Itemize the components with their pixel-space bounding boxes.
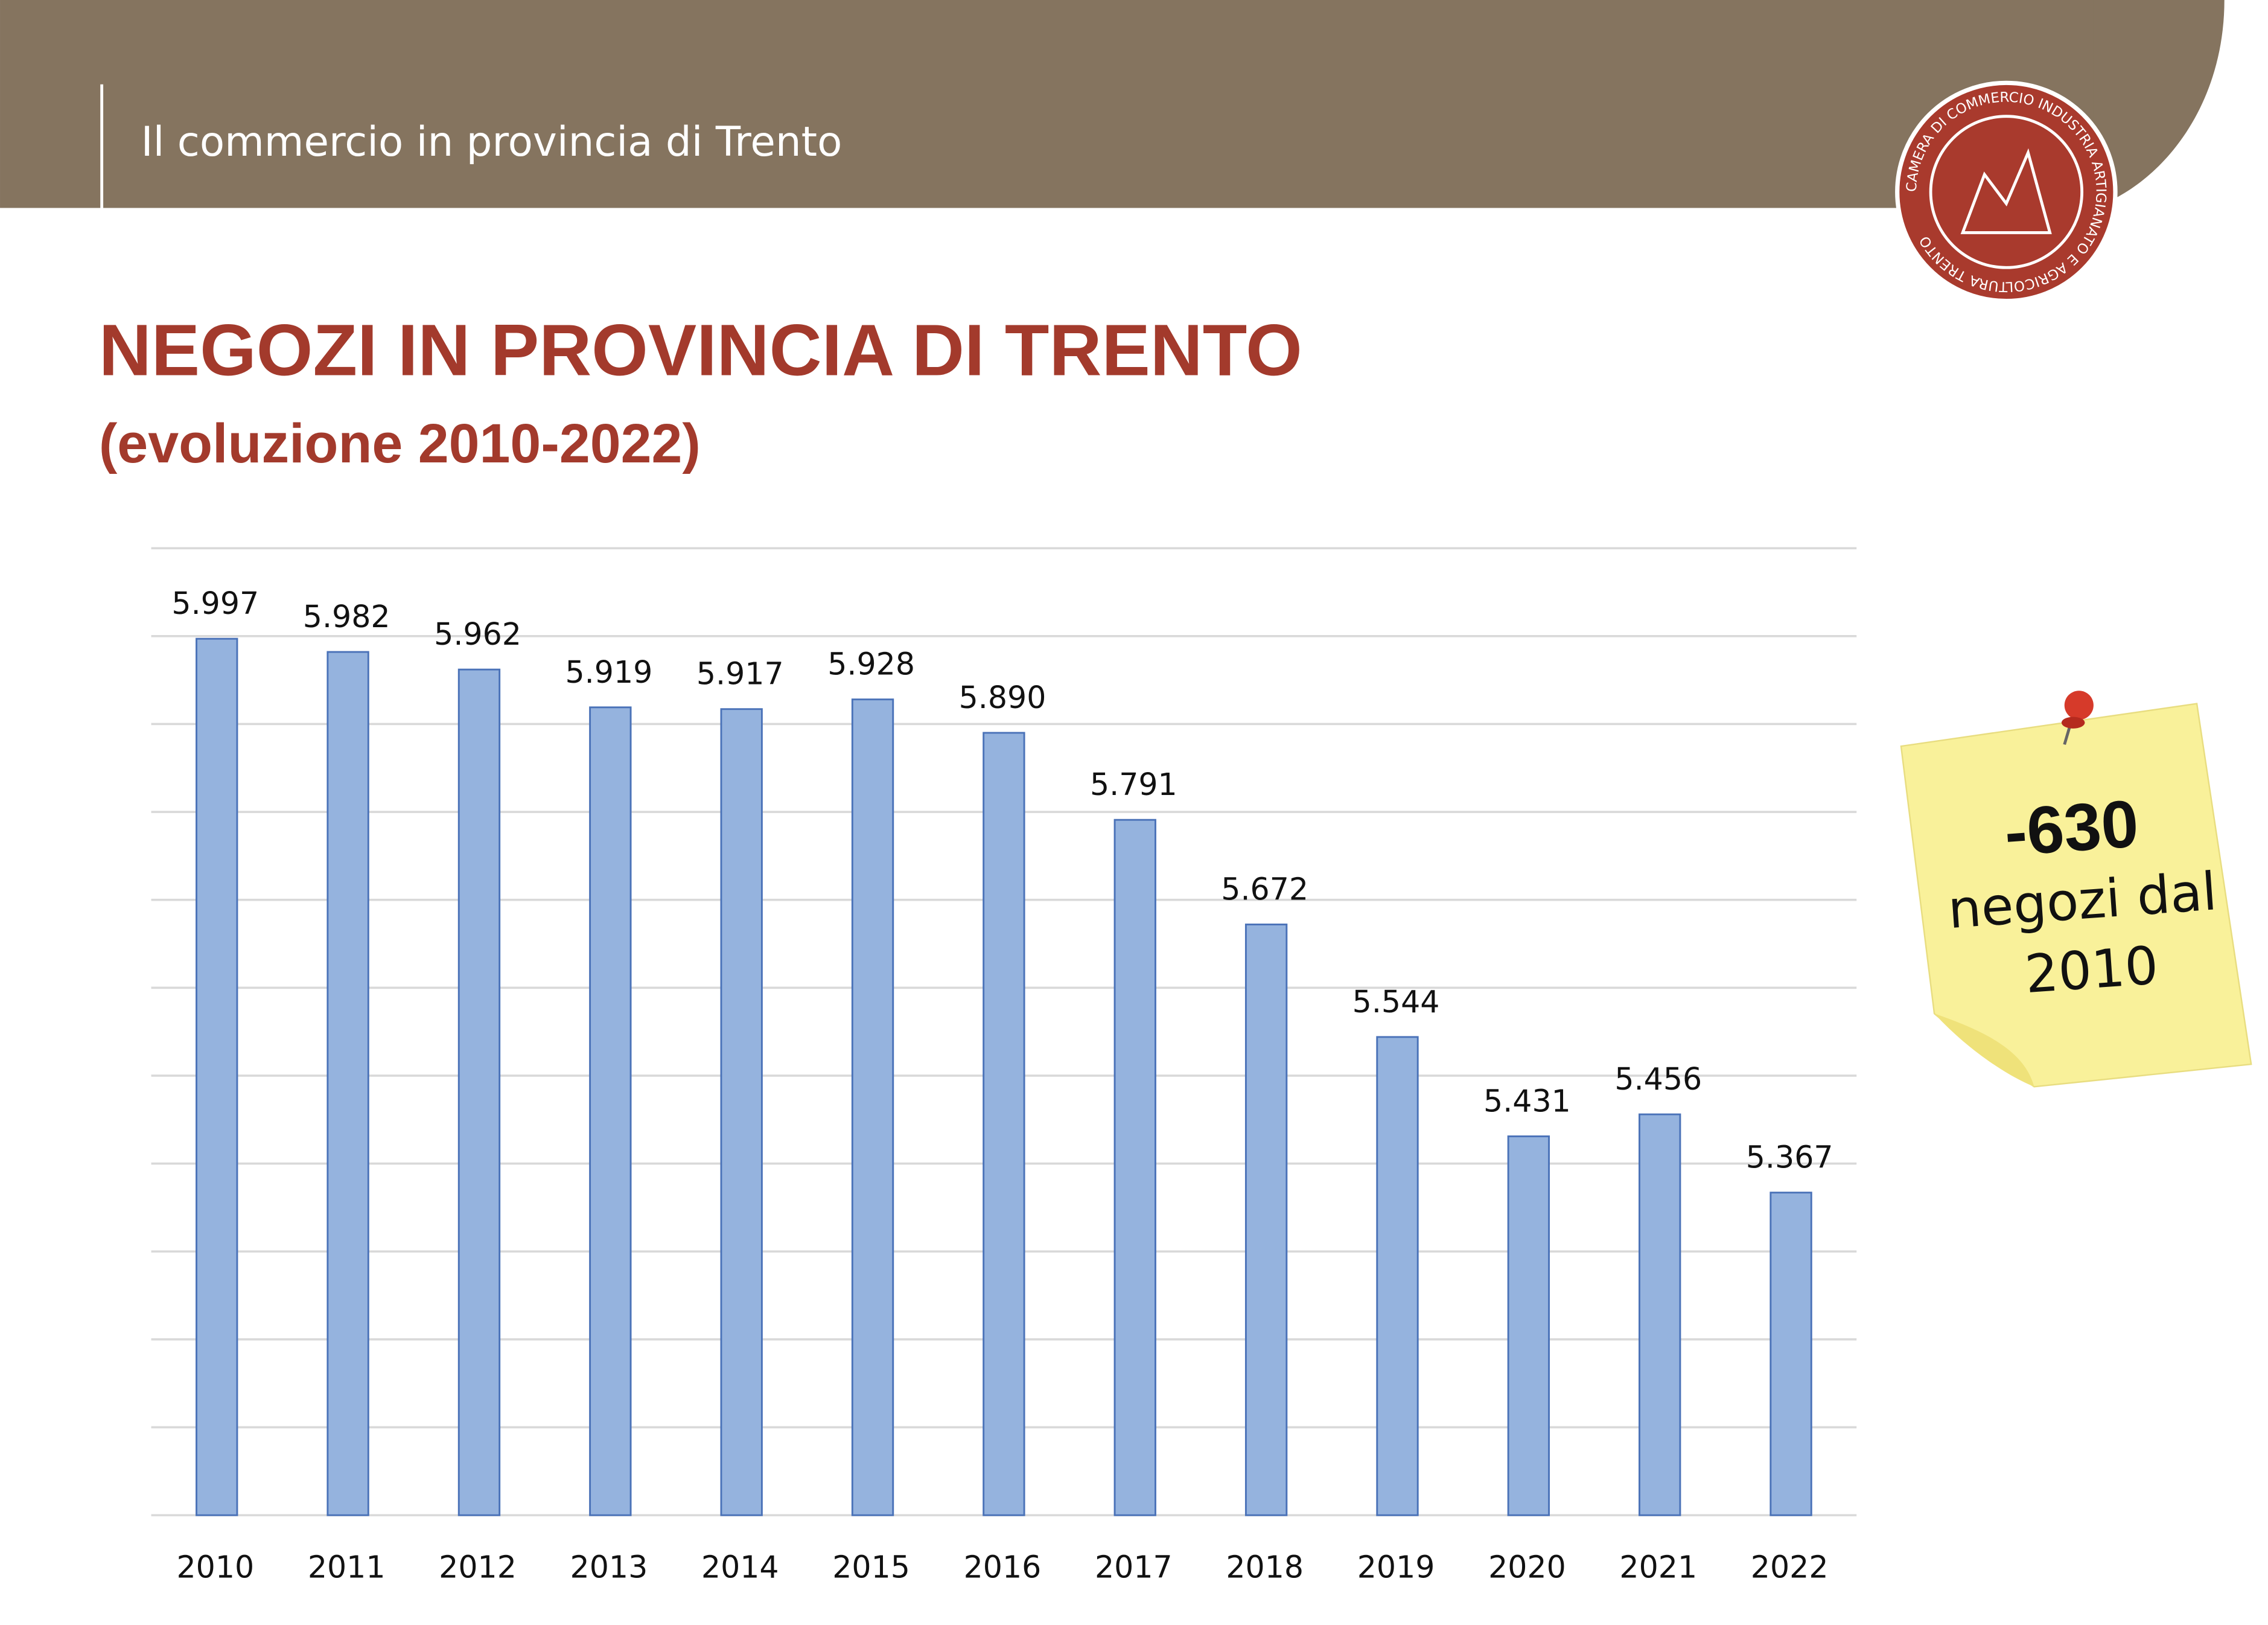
x-tick-label: 2021 [1619,1550,1697,1585]
x-tick-label: 2010 [176,1550,254,1585]
value-label: 5.890 [959,680,1046,715]
header-curve [2093,0,2225,208]
bar [720,708,763,1516]
bar [589,706,632,1516]
bar [457,668,501,1516]
value-label: 5.982 [303,599,390,634]
value-label: 5.367 [1746,1140,1833,1175]
bar [1244,924,1288,1516]
pin [2061,691,2094,745]
bar [1769,1192,1812,1516]
x-tick-label: 2022 [1751,1550,1829,1585]
chart-title: NEGOZI IN PROVINCIA DI TRENTO [99,310,1302,391]
header-bar [0,0,2108,208]
note-text: 2010 [2023,936,2160,1005]
x-tick-label: 2016 [964,1550,1042,1585]
value-label: 5.544 [1352,984,1440,1020]
bar [327,651,369,1516]
x-tick-label: 2013 [570,1550,648,1585]
value-label: 5.917 [696,656,784,692]
x-tick-label: 2019 [1357,1550,1435,1585]
value-label: 5.962 [434,616,521,652]
bar [1507,1135,1550,1516]
x-tick-label: 2015 [832,1550,910,1585]
x-tick-label: 2011 [308,1550,386,1585]
x-tick-label: 2020 [1488,1550,1566,1585]
value-label: 5.919 [565,654,653,690]
value-label: 5.791 [1090,767,1177,802]
x-tick-label: 2012 [439,1550,517,1585]
logo: CAMERA DI COMMERCIO INDUSTRIA ARTIGIANAT… [1895,80,2118,304]
header-title: Il commercio in provincia di Trento [141,118,843,165]
x-tick-label: 2018 [1226,1550,1304,1585]
bar [1376,1036,1419,1516]
note-value: -630 [2002,787,2141,870]
sticky-note: -630 negozi dal 2010 [1900,703,2252,1088]
value-label: 5.928 [827,646,915,682]
bar [983,732,1025,1516]
bar [1113,819,1156,1516]
chart: 5.997 2010 5.982 2011 5.962 2012 5.919 2013 5.91… [151,547,1857,1585]
value-label: 5.431 [1483,1083,1571,1119]
x-tick-label: 2014 [701,1550,779,1585]
bar [196,637,238,1516]
value-label: 5.672 [1221,872,1308,907]
value-label: 5.456 [1614,1061,1702,1097]
bar [851,698,894,1516]
x-tick-label: 2017 [1095,1550,1173,1585]
bar [1639,1113,1681,1516]
chart-subtitle: (evoluzione 2010-2022) [99,413,701,474]
value-label: 5.997 [171,586,259,621]
